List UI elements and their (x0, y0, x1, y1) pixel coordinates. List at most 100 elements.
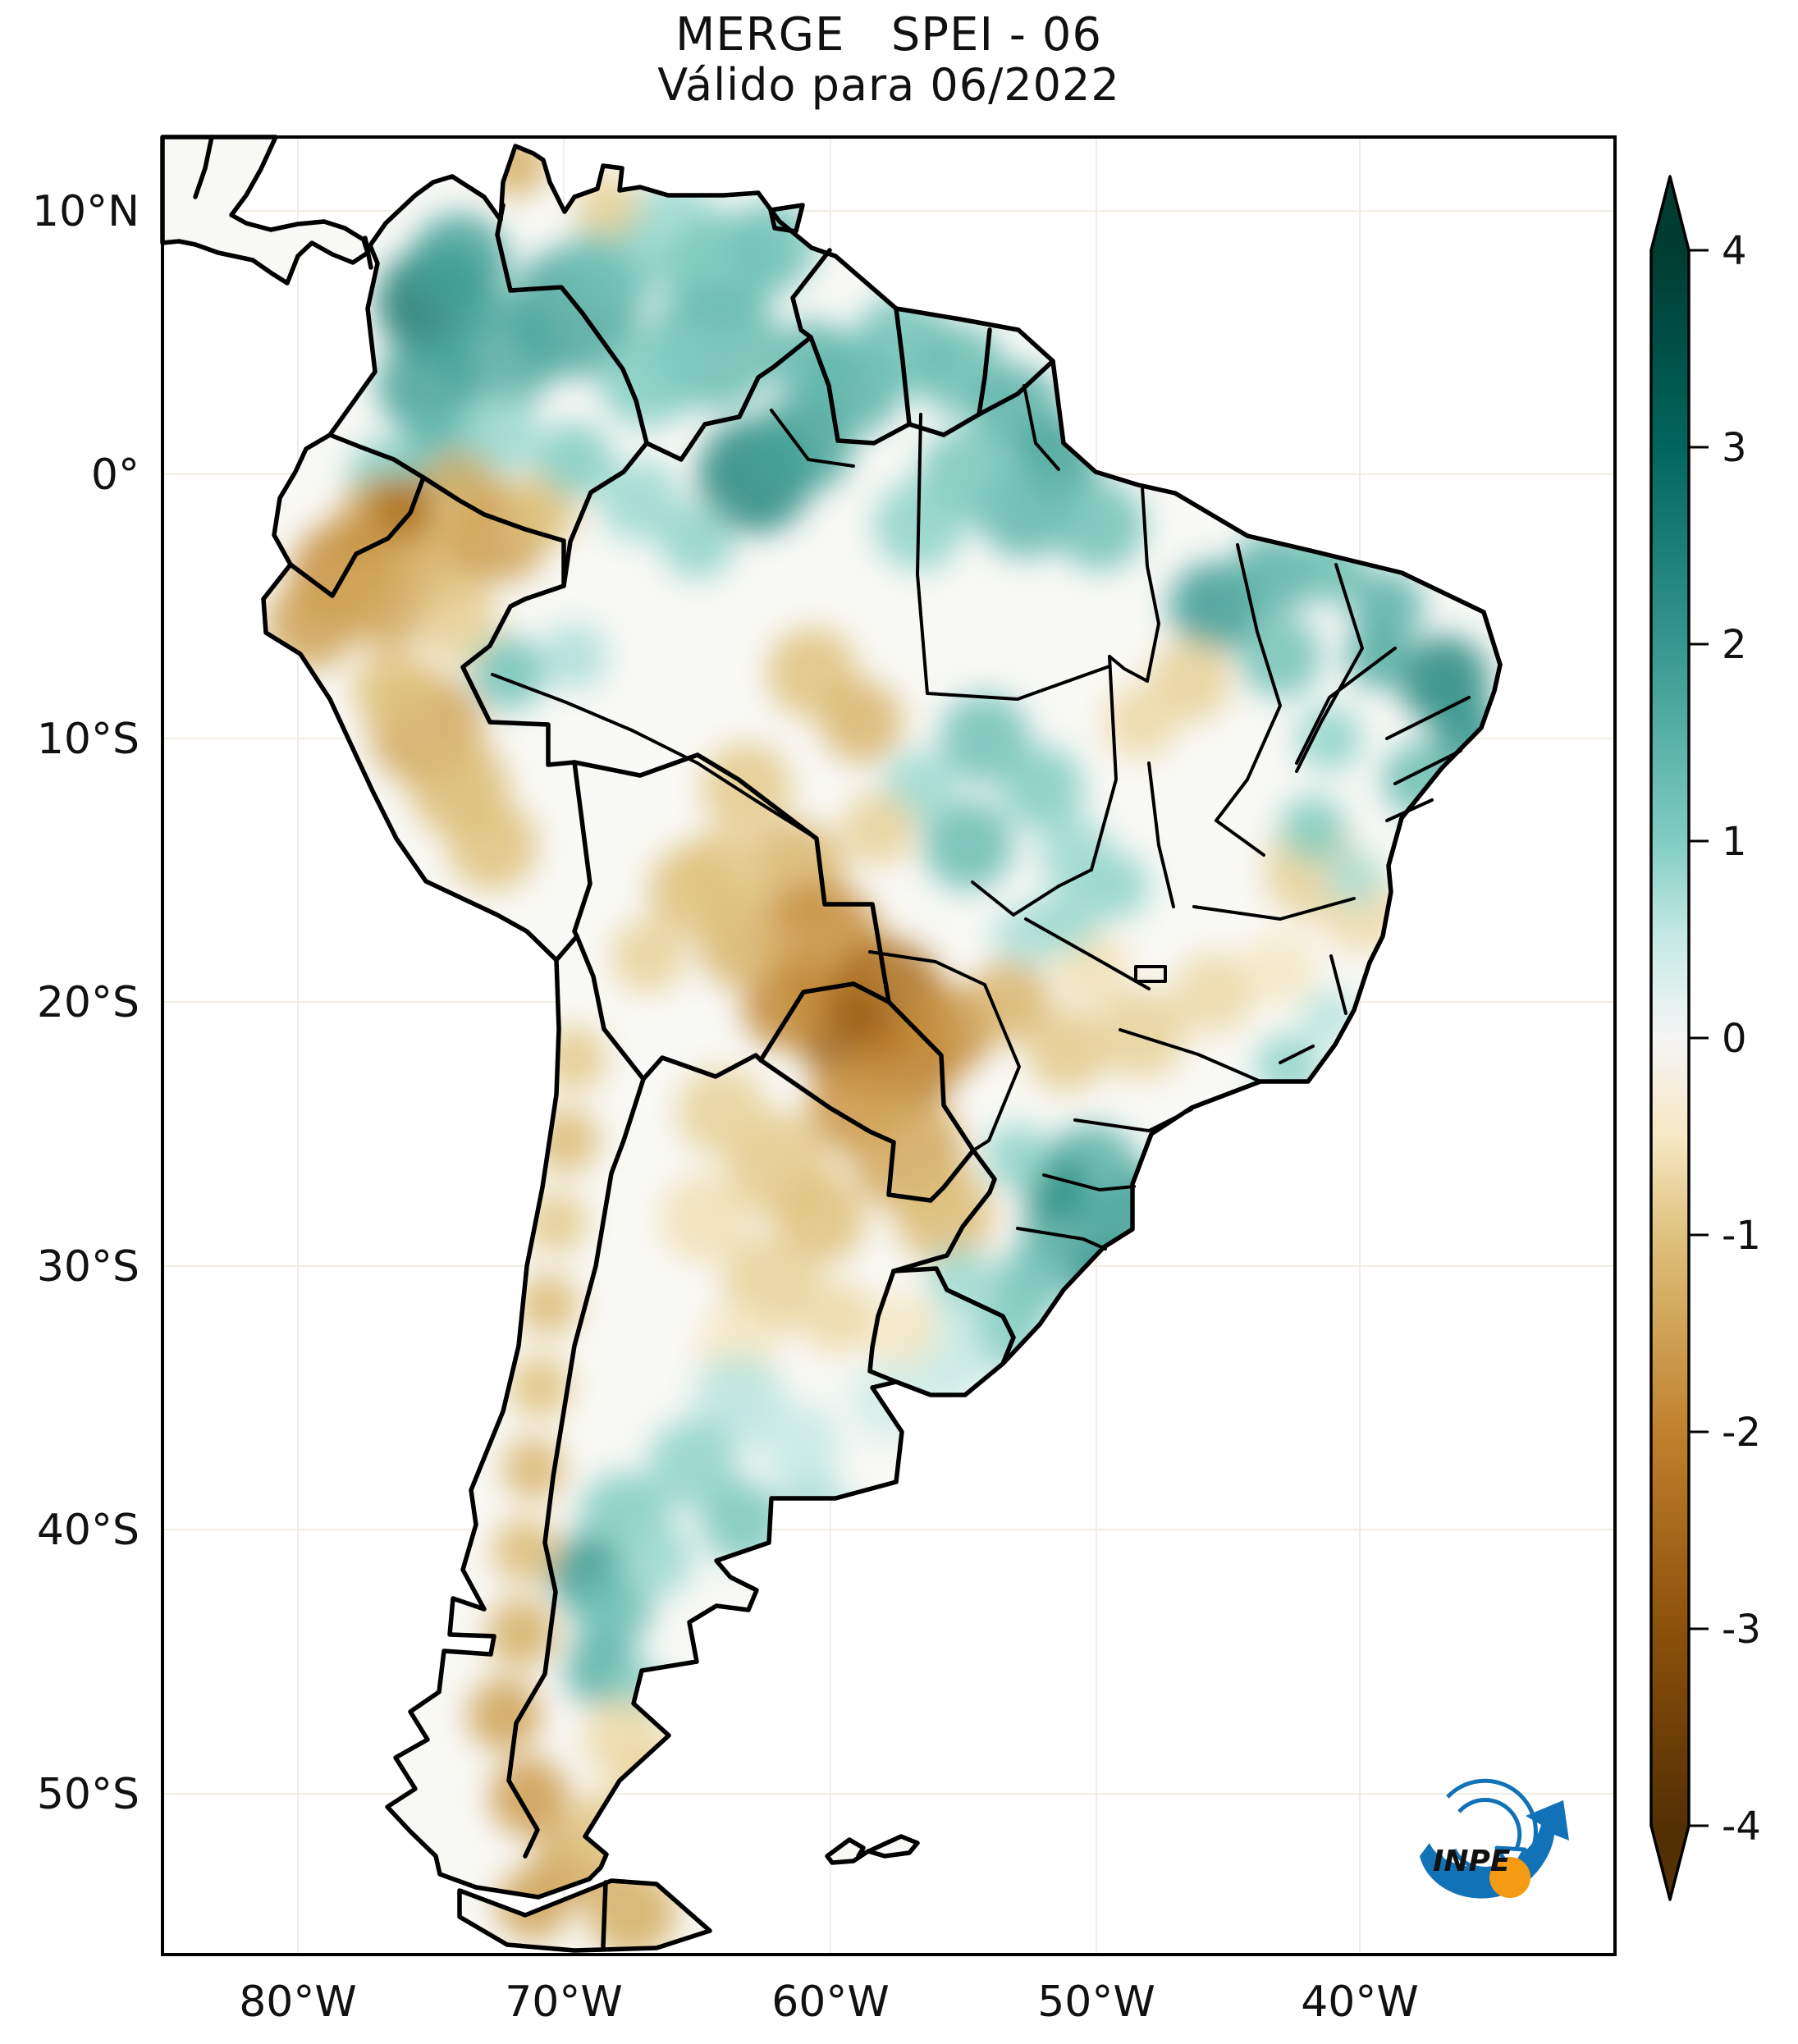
lat-tick-label: 40°S (37, 1506, 140, 1555)
spei-region-blob (487, 1598, 556, 1667)
spei-region-blob (533, 1108, 599, 1173)
spei-region-blob (587, 1867, 677, 1950)
spei-region-blob (538, 423, 611, 496)
spei-region-blob (759, 1403, 841, 1485)
spei-region-blob (1001, 747, 1083, 829)
spei-region-blob (1243, 931, 1317, 1005)
spei-region-blob (472, 636, 546, 710)
colorbar-tick-label: -4 (1722, 1804, 1761, 1850)
map-subtitle: Válido para 06/2022 (657, 59, 1120, 111)
longitude-axis-labels: 80°W 70°W 60°W 50°W 40°W (239, 1978, 1419, 2027)
spei-region-blob (410, 213, 509, 312)
lon-tick-label: 70°W (505, 1978, 623, 2027)
spei-region-blob (353, 648, 435, 730)
spei-region-blob (419, 583, 501, 665)
latitude-axis-labels: 10°N 0° 10°S 20°S 30°S 40°S 50°S (32, 187, 140, 1819)
spei-region-blob (1256, 1034, 1321, 1100)
spei-region-blob (542, 624, 607, 689)
spei-region-blob (460, 394, 542, 476)
logo-orbit-arc-outer (1437, 1778, 1538, 1885)
spei-region-blob (800, 1280, 874, 1354)
spei-region-blob (502, 1438, 565, 1500)
state-borders (491, 384, 1471, 1251)
spei-region-blob (1083, 853, 1149, 919)
spei-region-blob (940, 693, 1030, 784)
spei-region-blob (1239, 615, 1321, 697)
spei-region-blob (968, 960, 1050, 1042)
spei-region-blob (661, 505, 734, 578)
logo-orange-sphere (1489, 1857, 1530, 1898)
spei-region-blob (599, 328, 698, 427)
spei-region-blob (599, 460, 681, 542)
spei-region-blob (661, 1173, 751, 1264)
spei-region-blob (726, 201, 817, 291)
spei-region-blob (483, 137, 548, 197)
spei-region-blob (775, 1173, 866, 1264)
lon-tick-label: 50°W (1037, 1978, 1155, 2027)
colorbar-tick-label: 4 (1722, 228, 1747, 274)
spei-region-blob (574, 172, 640, 238)
spei-region-blob (771, 320, 853, 402)
spei-region-blob (1280, 796, 1346, 862)
spei-region-blob (1034, 886, 1100, 952)
spei-region-blob (490, 1758, 569, 1836)
spei-region-blob (369, 476, 435, 542)
colorbar-tick-labels: 4 3 2 1 0 -1 -2 -3 -4 (1689, 228, 1761, 1850)
spei-region-blob (620, 1522, 693, 1596)
lon-tick-label: 80°W (239, 1978, 357, 2027)
spei-region-blob (1055, 480, 1145, 570)
spei-region-blob (841, 792, 915, 866)
spei-region-blob (492, 1518, 558, 1584)
logo-wordmark: INPE (1433, 1845, 1511, 1878)
spei-region-blob (1071, 1239, 1153, 1321)
lat-tick-label: 10°N (32, 187, 140, 236)
spei-region-blob (1104, 685, 1178, 759)
colorbar-tick-label: 2 (1722, 622, 1747, 668)
spei-region-blob (866, 1292, 940, 1366)
lat-tick-label: 50°S (37, 1770, 140, 1819)
lon-tick-label: 40°W (1301, 1978, 1419, 2027)
spei-region-blob (1104, 1169, 1194, 1260)
spei-region-blob (611, 919, 685, 993)
spei-region-blob (542, 1026, 607, 1091)
spei-region-blob (509, 1356, 571, 1418)
spei-region-blob (1096, 989, 1186, 1079)
inpe-logo: INPE (1420, 1778, 1569, 1899)
logo-orbit-arc-inner (1452, 1798, 1522, 1872)
spei-region-blob (775, 1473, 849, 1547)
spei-region-blob (562, 1793, 636, 1867)
colorbar-tick-label: -1 (1722, 1213, 1761, 1259)
colorbar: 4 3 2 1 0 -1 -2 -3 -4 (1649, 175, 1761, 1901)
spei-region-blob (517, 1273, 579, 1336)
map-frame (161, 135, 1617, 1956)
lat-tick-label: 0° (91, 450, 140, 500)
spei-region-blob (1026, 1009, 1108, 1091)
spei-region-blob (447, 800, 538, 890)
spei-region-blob (1231, 533, 1313, 615)
spei-region-blob (985, 1124, 1050, 1190)
spei-region-blob (677, 1067, 767, 1157)
spei-region-blob (648, 845, 739, 935)
colorbar-tick-label: 0 (1722, 1016, 1747, 1062)
spei-region-blob (693, 1354, 784, 1444)
colorbar-tick-label: 1 (1722, 819, 1747, 865)
colorbar-tick-label: 3 (1722, 425, 1747, 471)
spei-region-blob (648, 1420, 739, 1510)
colorbar-bar (1649, 175, 1690, 1901)
spei-region-blob (615, 1748, 698, 1830)
spei-region-blob (1297, 706, 1362, 771)
spei-region-blob (468, 1678, 542, 1752)
spei-region-blob (570, 1567, 652, 1649)
spei-region-blob (1174, 952, 1256, 1034)
spei-region-blob (923, 800, 1013, 890)
colorbar-tick-label: -2 (1722, 1410, 1761, 1456)
lat-tick-label: 20°S (37, 978, 140, 1027)
spei-region-blob (821, 681, 903, 763)
lon-tick-label: 60°W (771, 1978, 890, 2027)
spei-region-blob (894, 1165, 993, 1264)
map-title: MERGE SPEI - 06 (675, 8, 1103, 62)
spei-region-blob (1325, 849, 1383, 907)
spei-region-blob (927, 1247, 993, 1313)
lat-tick-label: 30°S (37, 1242, 140, 1292)
